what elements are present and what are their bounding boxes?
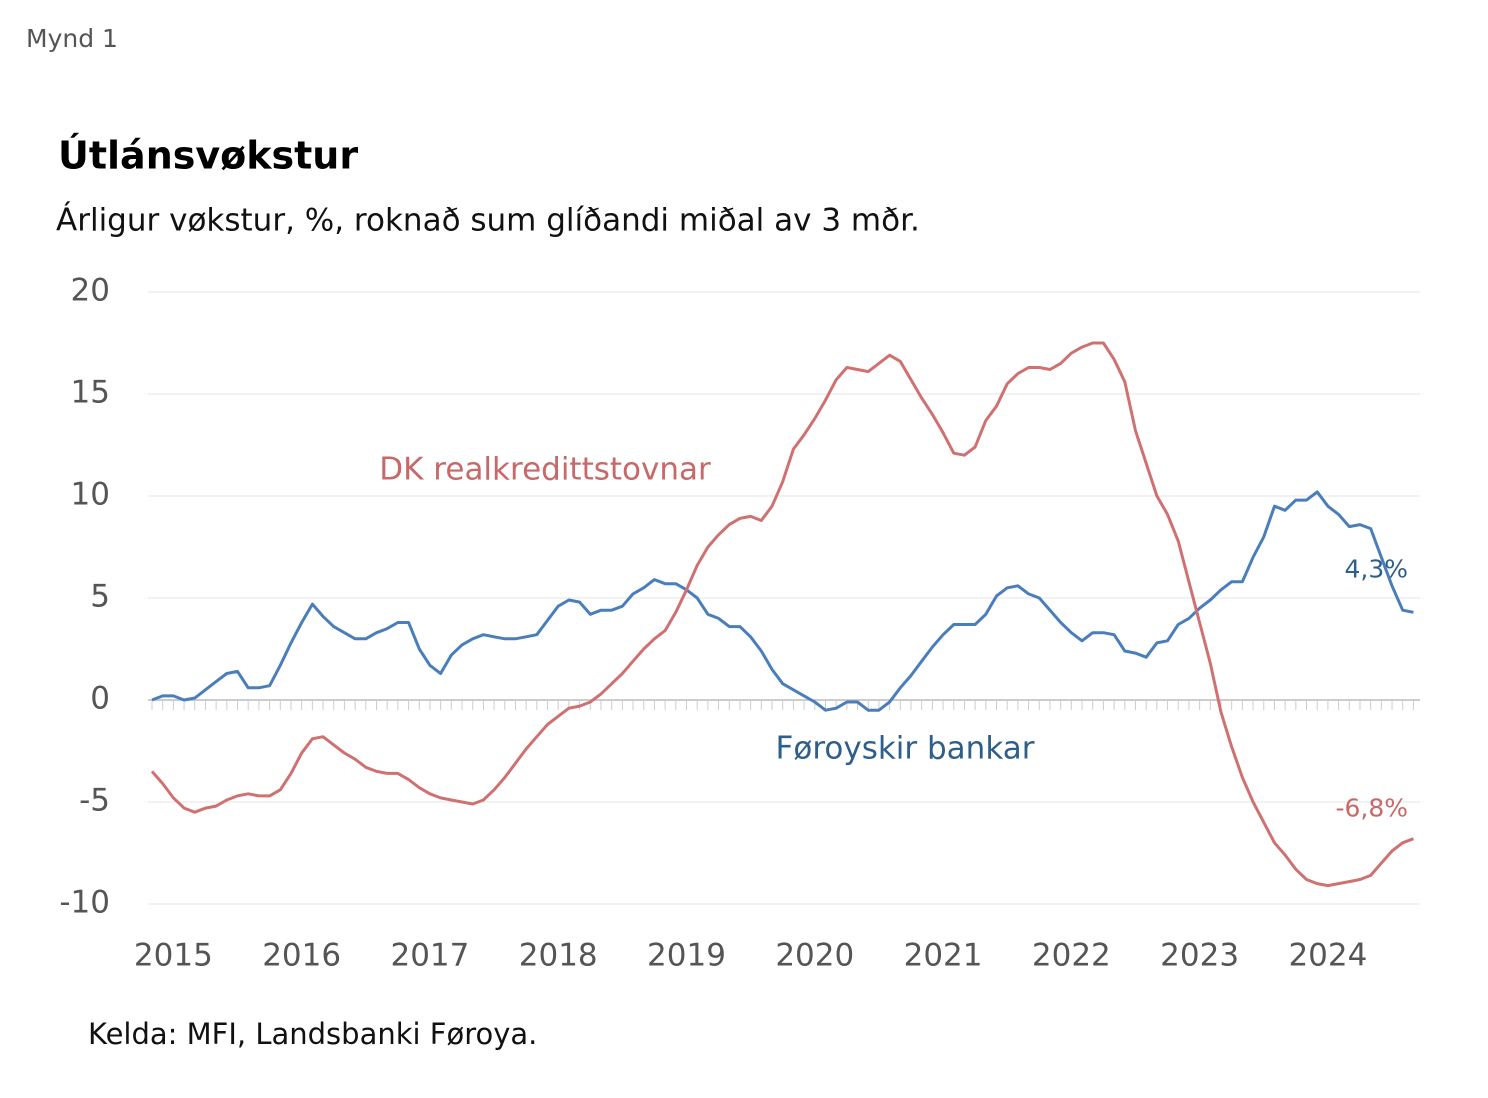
chart-title: Útlánsvøkstur <box>58 134 358 178</box>
x-tick-label: 2018 <box>519 938 598 974</box>
x-tick-label: 2016 <box>262 938 341 974</box>
y-tick-label: -5 <box>79 783 110 819</box>
x-tick-label: 2019 <box>647 938 726 974</box>
x-tick-label: 2022 <box>1032 938 1111 974</box>
x-tick-label: 2021 <box>904 938 983 974</box>
y-tick-label: -10 <box>59 885 110 921</box>
series-line <box>150 341 1414 888</box>
y-tick-label: 15 <box>71 375 110 411</box>
chart-subtitle: Árligur vøkstur, %, roknað sum glíðandi … <box>56 203 920 239</box>
x-tick-label: 2017 <box>390 938 469 974</box>
x-tick-label: 2023 <box>1160 938 1239 974</box>
y-tick-label: 20 <box>71 273 110 309</box>
y-tick-label: 0 <box>90 681 110 717</box>
x-tick-label: 2024 <box>1288 938 1367 974</box>
x-tick-label: 2020 <box>775 938 854 974</box>
y-tick-label: 5 <box>90 579 110 615</box>
series-label: DK realkredittstovnar <box>379 452 711 488</box>
data-label: 4,3% <box>1344 554 1408 583</box>
x-tick-label: 2015 <box>134 938 213 974</box>
source: Kelda: MFI, Landsbanki Føroya. <box>88 1017 537 1051</box>
figure-number: Mynd 1 <box>26 24 118 53</box>
series-line <box>151 490 1414 712</box>
data-label: -6,8% <box>1335 794 1408 823</box>
series-label: Føroyskir bankar <box>776 731 1035 767</box>
y-tick-label: 10 <box>71 477 110 513</box>
